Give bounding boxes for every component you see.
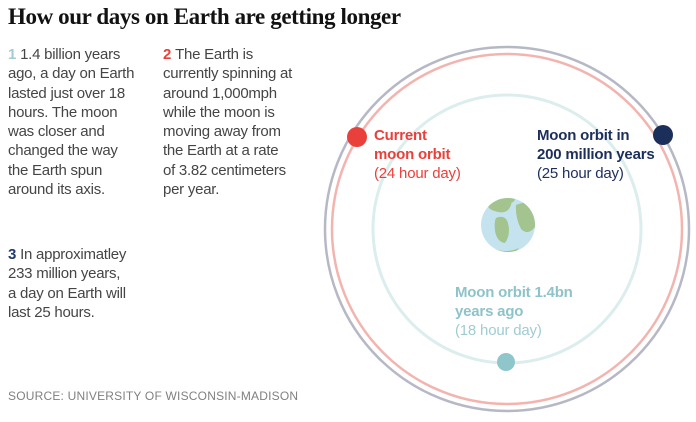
future-orbit-label-sub: (25 hour day) (537, 165, 624, 182)
current-orbit-dot (347, 127, 367, 147)
note-2-text: The Earth is currently spinning at aroun… (163, 46, 292, 199)
note-3-text: In approximatley 233 million years, a da… (8, 246, 127, 321)
future-orbit-label-title: Moon orbit in 200 million years (537, 127, 655, 163)
note-3-number: 3 (8, 246, 17, 263)
future-orbit-dot (653, 125, 673, 145)
note-1-text: 1.4 billion years ago, a day on Earth la… (8, 46, 135, 199)
past-orbit-label-title: Moon orbit 1.4bn years ago (455, 284, 573, 320)
past-orbit-label-sub: (18 hour day) (455, 322, 542, 339)
current-orbit-ring (330, 52, 684, 406)
current-orbit-label-title: Current moon orbit (374, 127, 451, 163)
note-1-number: 1 (8, 46, 17, 63)
past-orbit-label: Moon orbit 1.4bn years ago (18 hour day) (455, 283, 573, 340)
future-orbit-label: Moon orbit in 200 million years (25 hour… (537, 126, 655, 183)
future-orbit-ring (323, 45, 691, 413)
note-2: 2 The Earth is currently spinning at arou… (163, 45, 321, 199)
note-3: 3 In approximatley 233 million years, a d… (8, 245, 168, 322)
note-1: 1 1.4 billion years ago, a day on Earth l… (8, 45, 160, 199)
note-2-number: 2 (163, 46, 172, 63)
earth-icon (481, 198, 535, 252)
page-title: How our days on Earth are getting longer (8, 4, 401, 29)
source-credit: SOURCE: UNIVERSITY OF WISCONSIN-MADISON (8, 389, 299, 403)
current-orbit-label-sub: (24 hour day) (374, 165, 461, 182)
current-orbit-label: Current moon orbit (24 hour day) (374, 126, 461, 183)
past-orbit-dot (497, 353, 515, 371)
